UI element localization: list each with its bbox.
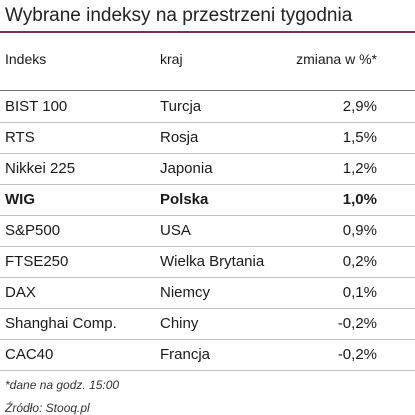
table-row: DAX Niemcy 0,1% xyxy=(0,277,415,309)
cell-index: Nikkei 225 xyxy=(5,160,76,177)
cell-index: WIG xyxy=(5,191,35,208)
cell-country: Polska xyxy=(160,191,209,208)
cell-change: -0,2% xyxy=(337,346,377,363)
source-note: Źródło: Stooq.pl xyxy=(5,401,90,415)
title-divider xyxy=(0,31,415,33)
table-row: Shanghai Comp. Chiny -0,2% xyxy=(0,308,415,340)
cell-country: Niemcy xyxy=(160,284,211,301)
cell-change: 2,9% xyxy=(342,98,377,115)
table-row: CAC40 Francja -0,2% xyxy=(0,339,415,371)
cell-change: -0,2% xyxy=(337,315,377,332)
cell-country: Francja xyxy=(160,346,211,363)
cell-country: Japonia xyxy=(160,160,213,177)
cell-country: Chiny xyxy=(160,315,199,332)
cell-index: BIST 100 xyxy=(5,98,68,115)
header-country: kraj xyxy=(160,51,183,67)
cell-change: 1,0% xyxy=(342,191,377,208)
cell-country: USA xyxy=(160,222,191,239)
table-row: FTSE250 Wielka Brytania 0,2% xyxy=(0,246,415,278)
cell-index: S&P500 xyxy=(5,222,61,239)
table-row: BIST 100 Turcja 2,9% xyxy=(0,91,415,123)
header-change: zmiana w %* xyxy=(296,51,377,67)
header-index: Indeks xyxy=(5,51,47,67)
cell-index: FTSE250 xyxy=(5,253,69,270)
cell-index: CAC40 xyxy=(5,346,54,363)
cell-change: 1,5% xyxy=(342,129,377,146)
cell-country: Wielka Brytania xyxy=(160,253,265,270)
table-row: Nikkei 225 Japonia 1,2% xyxy=(0,153,415,185)
table-title: Wybrane indeksy na przestrzeni tygodnia xyxy=(5,5,353,26)
cell-change: 0,9% xyxy=(342,222,377,239)
table-header: Indeks kraj zmiana w %* xyxy=(0,33,415,91)
cell-index: DAX xyxy=(5,284,36,301)
table-row: S&P500 USA 0,9% xyxy=(0,215,415,247)
cell-index: Shanghai Comp. xyxy=(5,315,117,332)
cell-index: RTS xyxy=(5,129,35,146)
cell-change: 0,2% xyxy=(342,253,377,270)
footnote: *dane na godz. 15:00 xyxy=(5,378,120,392)
cell-change: 1,2% xyxy=(342,160,377,177)
table-row-highlighted: WIG Polska 1,0% xyxy=(0,184,415,216)
table-row: RTS Rosja 1,5% xyxy=(0,122,415,154)
cell-change: 0,1% xyxy=(342,284,377,301)
cell-country: Turcja xyxy=(160,98,202,115)
cell-country: Rosja xyxy=(160,129,199,146)
